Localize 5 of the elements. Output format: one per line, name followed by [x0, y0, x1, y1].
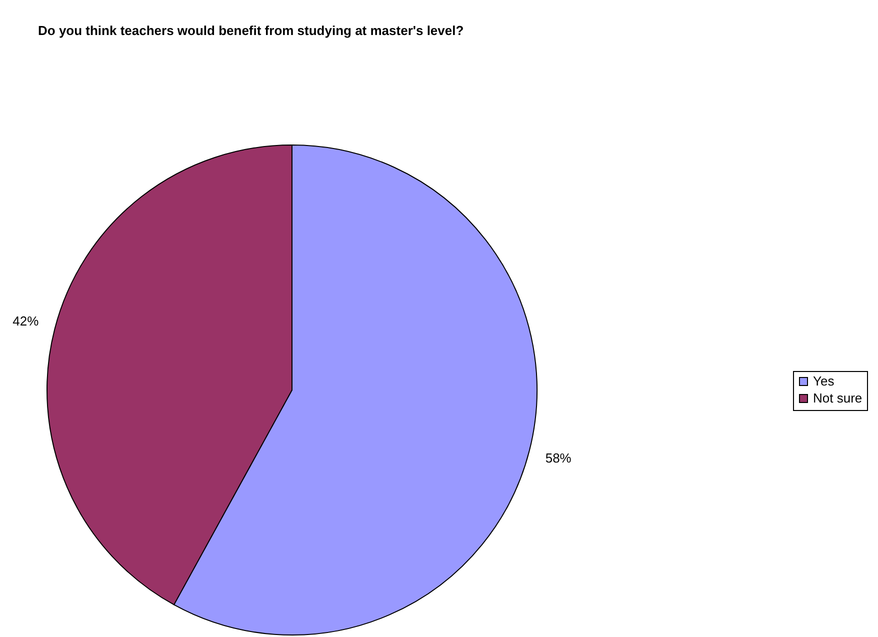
chart-title: Do you think teachers would benefit from studying at master's level? — [38, 23, 464, 38]
data-label: 58% — [545, 450, 572, 466]
legend-label: Yes — [813, 374, 835, 388]
legend-label: Not sure — [813, 390, 862, 406]
data-label: 42% — [12, 314, 40, 329]
